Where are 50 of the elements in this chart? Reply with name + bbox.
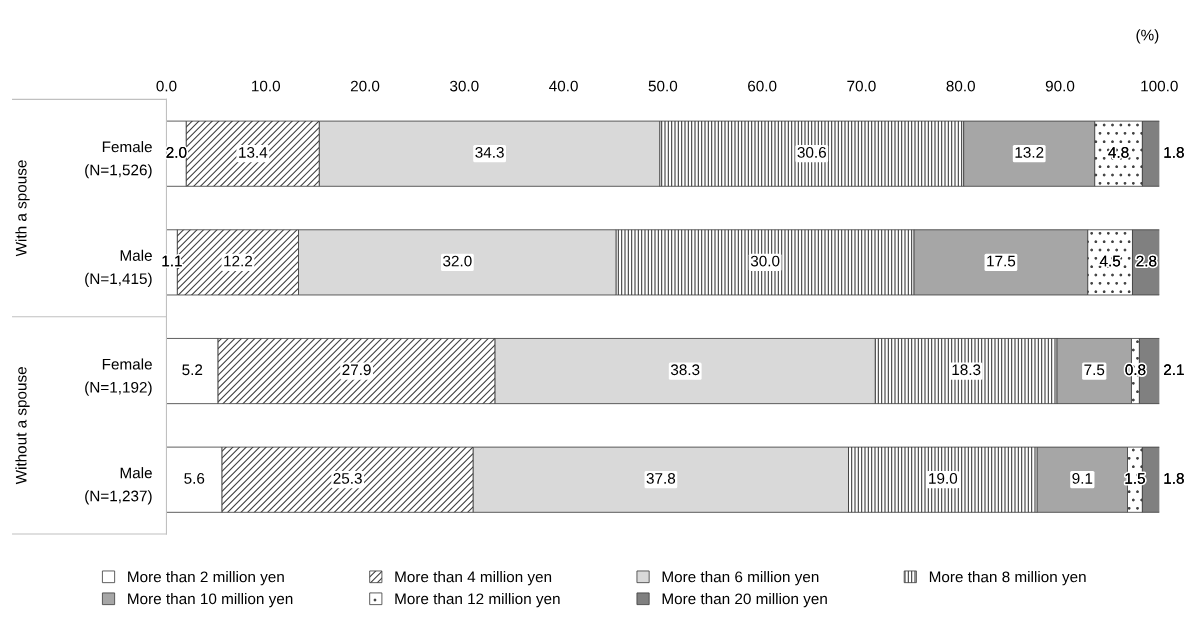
- x-tick-label: 30.0: [450, 80, 479, 92]
- data-label: 4.5: [1099, 255, 1121, 267]
- data-label: 2.1: [1164, 364, 1184, 375]
- x-tick-label: 40.0: [549, 80, 578, 92]
- legend-label: More than 12 million yen: [395, 593, 560, 608]
- x-tick-label: 90.0: [1045, 80, 1075, 92]
- x-tick-label: 80.0: [946, 80, 975, 92]
- data-label: 38.3: [670, 364, 700, 376]
- data-label: 2.8: [1136, 255, 1157, 267]
- legend-label: More than 8 million yen: [929, 571, 1086, 586]
- y-tick-label: Female (N=1,526): [85, 141, 152, 179]
- legend-label: More than 20 million yen: [662, 593, 827, 608]
- text: With a spouse: [15, 160, 30, 257]
- data-label: 1.8: [1164, 146, 1184, 158]
- data-label: 19.0: [929, 473, 958, 484]
- legend-label: More than 6 million yen: [662, 571, 819, 586]
- data-label: 9.1: [1072, 473, 1093, 484]
- data-label: 13.2: [1015, 146, 1044, 158]
- x-tick-label: 70.0: [847, 80, 876, 92]
- data-label: 5.2: [182, 364, 203, 376]
- x-tick-label: 50.0: [648, 80, 678, 92]
- data-label: 30.6: [797, 146, 826, 158]
- data-label: 17.5: [987, 255, 1016, 267]
- data-label: 27.9: [342, 364, 371, 376]
- x-tick-label: 10.0: [252, 80, 281, 92]
- x-tick-label: 100.0: [1141, 80, 1178, 92]
- legend-label: More than 2 million yen: [128, 571, 284, 586]
- data-label: 1.8: [1164, 473, 1184, 484]
- x-tick-label: 20.0: [350, 80, 380, 92]
- x-tick-label: 60.0: [748, 80, 777, 92]
- data-label: 37.8: [646, 473, 676, 484]
- x-tick-label: 0.0: [156, 80, 177, 92]
- data-label: 12.2: [224, 255, 253, 267]
- data-label: 30.0: [750, 255, 780, 267]
- legend-label: More than 4 million yen: [395, 571, 552, 586]
- text: Without a spouse: [15, 367, 30, 485]
- data-label: 0.8: [1125, 364, 1146, 376]
- y-tick-label: Male (N=1,415): [85, 249, 152, 288]
- data-label: 13.4: [239, 146, 268, 158]
- data-label: 5.6: [184, 473, 205, 484]
- data-label: 18.3: [952, 364, 981, 376]
- data-label: 32.0: [443, 255, 472, 267]
- data-label: 25.3: [333, 473, 362, 484]
- x-axis-title: (%): [1136, 29, 1159, 44]
- y-tick-label: Female (N=1,192): [85, 358, 152, 396]
- data-label: 34.3: [475, 146, 504, 158]
- y-tick-label: Male (N=1,237): [85, 467, 152, 505]
- legend-label: More than 10 million yen: [128, 593, 293, 608]
- data-label: 7.5: [1084, 364, 1105, 376]
- data-label: 4.8: [1108, 146, 1129, 158]
